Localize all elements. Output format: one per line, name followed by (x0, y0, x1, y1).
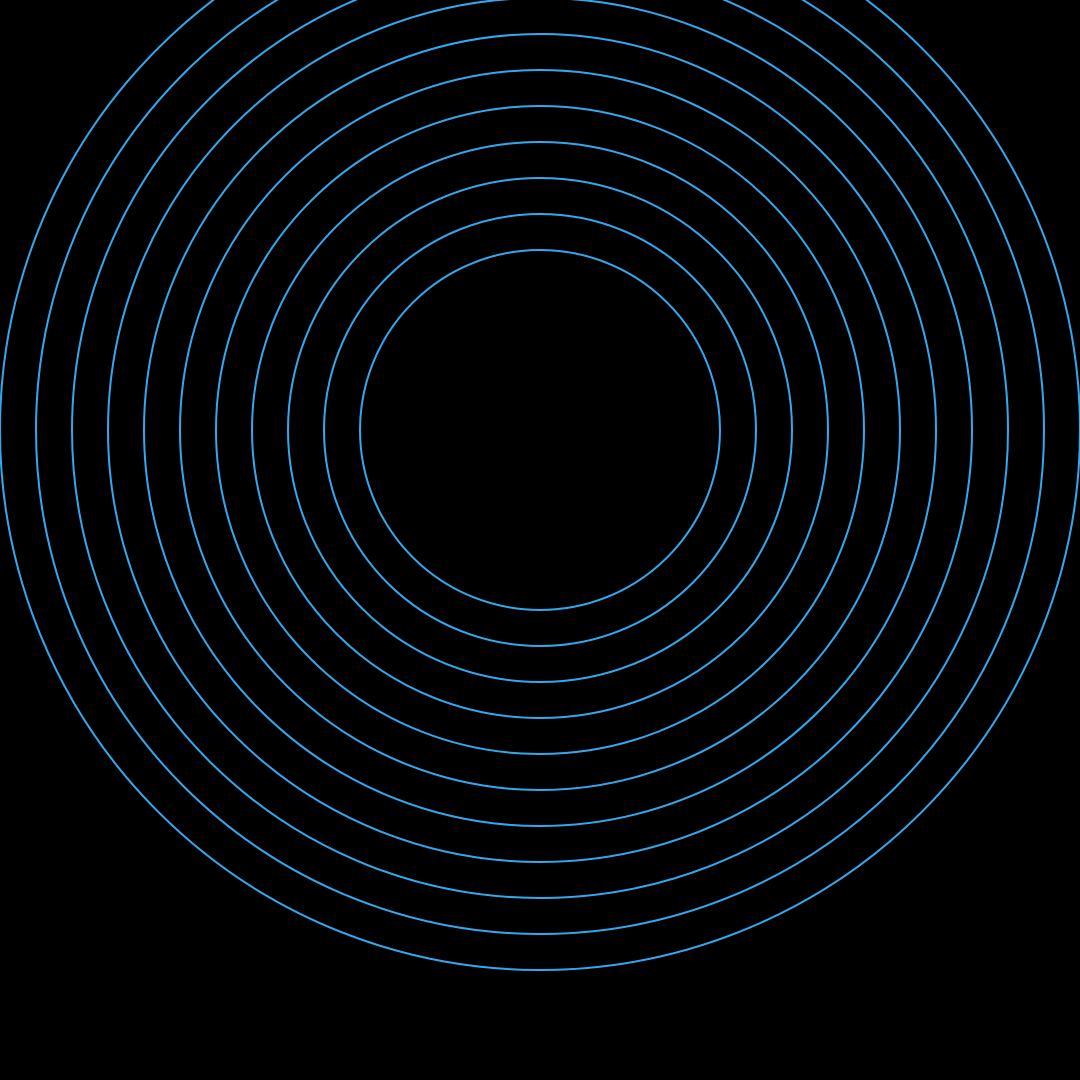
background-rect (0, 0, 1080, 1080)
concentric-circles-figure (0, 0, 1080, 1080)
